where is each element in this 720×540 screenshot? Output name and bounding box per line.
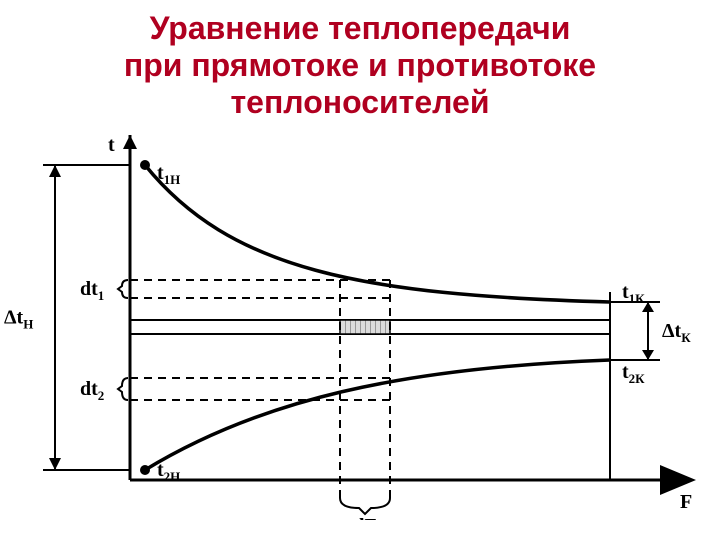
label-dt1: dt1: [80, 278, 104, 303]
heat-transfer-diagram: t Ft1Н t2Н t1К t2К ΔtН ΔtК dt1 dt2 dF: [0, 120, 720, 520]
label-dt2: dt2: [80, 378, 104, 403]
diagram-container: t Ft1Н t2Н t1К t2К ΔtН ΔtК dt1 dt2 dF: [0, 120, 720, 520]
bottom-curve-t2: [145, 360, 610, 470]
label-t1K: t1К: [622, 281, 645, 306]
y-axis-label: t: [108, 134, 115, 156]
label-delta-tH: ΔtН: [4, 307, 33, 332]
title-line-1: Уравнение теплопередачи: [0, 10, 720, 47]
label-t2K: t2К: [622, 361, 645, 386]
label-delta-tK: ΔtК: [662, 320, 691, 345]
top-curve-t1: [145, 165, 610, 302]
slide-title: Уравнение теплопередачи при прямотоке и …: [0, 0, 720, 120]
title-line-3: теплоносителей: [0, 84, 720, 121]
label-t2H: t2Н: [157, 459, 180, 484]
label-dF: dF: [353, 515, 376, 520]
title-line-2: при прямотоке и противотоке: [0, 47, 720, 84]
x-axis-label: F: [680, 491, 692, 513]
label-t1H: t1Н: [157, 162, 180, 187]
dF-hatched-slice: [340, 320, 390, 334]
